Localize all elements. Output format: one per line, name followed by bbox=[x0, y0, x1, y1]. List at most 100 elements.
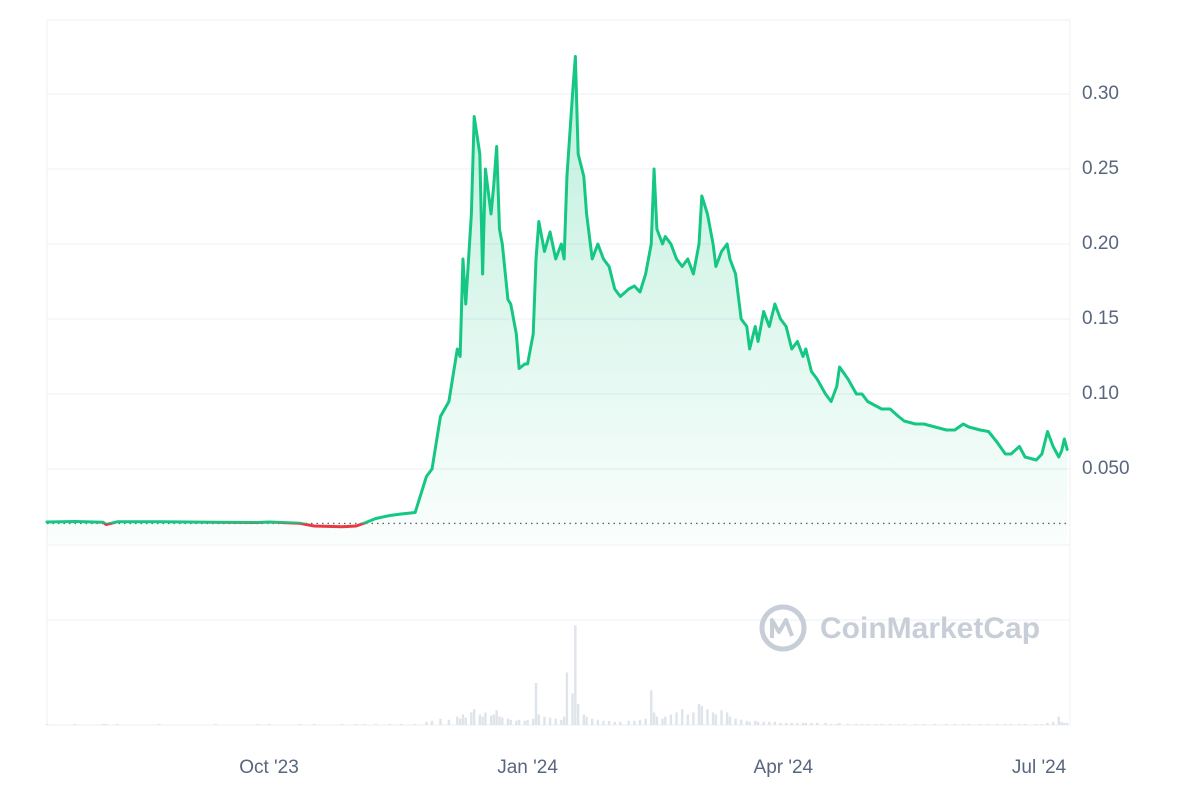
volume-bar bbox=[399, 723, 403, 725]
volume-bar bbox=[801, 722, 805, 725]
volume-bar bbox=[484, 712, 487, 725]
y-tick-label: 0.050 bbox=[1082, 458, 1130, 479]
volume-bar bbox=[464, 717, 467, 725]
volume-bar bbox=[855, 723, 858, 725]
volume-bar bbox=[523, 720, 526, 725]
volume-bar bbox=[158, 723, 161, 725]
volume-bar bbox=[860, 723, 864, 725]
volume-bar bbox=[613, 721, 616, 725]
volume-bar bbox=[815, 722, 819, 725]
volume-bar bbox=[627, 720, 630, 725]
volume-bar bbox=[582, 714, 585, 725]
volume-bar bbox=[829, 723, 833, 725]
volume-bar bbox=[548, 717, 552, 725]
volume-bar bbox=[413, 723, 417, 725]
volume-bar bbox=[779, 722, 782, 725]
volume-bar bbox=[554, 718, 557, 725]
volume-bar bbox=[706, 709, 709, 725]
volume-bar bbox=[515, 720, 518, 725]
volume-bar bbox=[995, 723, 999, 725]
volume-bar bbox=[104, 723, 108, 725]
volume-bar bbox=[796, 722, 799, 725]
volume-bar bbox=[214, 723, 217, 725]
volume-bar bbox=[498, 716, 501, 725]
y-tick-label: 0.15 bbox=[1082, 308, 1119, 329]
volume-bar bbox=[1046, 722, 1049, 725]
volume-bar bbox=[790, 722, 793, 725]
volume-bar bbox=[902, 723, 906, 725]
price-area bbox=[47, 56, 1068, 544]
volume-bar bbox=[481, 716, 484, 725]
volume-bar bbox=[664, 716, 667, 725]
volume-bar bbox=[1004, 723, 1007, 725]
volume-bar bbox=[506, 718, 510, 725]
volume-bar bbox=[501, 717, 504, 725]
volume-bar bbox=[298, 723, 302, 725]
volume-bar bbox=[762, 721, 765, 725]
volume-bar bbox=[456, 716, 459, 725]
volume-bar bbox=[439, 718, 442, 725]
volume-bar bbox=[1063, 722, 1066, 725]
volume-bar bbox=[652, 712, 656, 725]
watermark-text: CoinMarketCap bbox=[820, 612, 1040, 645]
volume-bar bbox=[537, 714, 541, 725]
volume-bar bbox=[734, 718, 737, 725]
volume-bar bbox=[897, 723, 900, 725]
volume-bar bbox=[312, 723, 316, 725]
volume-bar bbox=[571, 693, 574, 725]
volume-bar bbox=[692, 712, 695, 725]
volume-bar bbox=[574, 625, 577, 725]
volume-bar bbox=[430, 720, 434, 725]
volume-bar bbox=[1009, 723, 1013, 725]
volume-bar bbox=[596, 719, 600, 725]
volume-bar bbox=[686, 714, 689, 725]
volume-bar bbox=[784, 722, 788, 725]
volume-bar bbox=[810, 722, 813, 725]
volume-bar bbox=[1035, 723, 1038, 725]
volume-bar bbox=[354, 723, 358, 725]
watermark: CoinMarketCap bbox=[759, 604, 1040, 652]
volume-bar bbox=[725, 712, 729, 725]
volume-bar bbox=[644, 718, 647, 725]
volume-bar bbox=[838, 722, 841, 725]
volume-bar bbox=[388, 723, 392, 725]
volume-bar bbox=[256, 723, 259, 725]
volume-bar bbox=[543, 716, 546, 725]
volume-bar bbox=[492, 714, 496, 725]
volume-bar bbox=[45, 723, 49, 725]
volume-bar bbox=[669, 714, 673, 725]
volume-bar bbox=[489, 715, 493, 725]
volume-bar bbox=[661, 718, 664, 725]
watermark-logo bbox=[759, 604, 807, 652]
volume-bar bbox=[470, 712, 473, 725]
x-tick-label: Apr '24 bbox=[754, 757, 814, 778]
x-tick-label: Jul '24 bbox=[1012, 757, 1067, 778]
volume-bar bbox=[517, 719, 521, 725]
volume-bar bbox=[340, 723, 344, 725]
volume-bar bbox=[655, 716, 659, 725]
volume-bar bbox=[824, 722, 827, 725]
volume-bar bbox=[267, 723, 271, 725]
volume-bar bbox=[720, 710, 723, 725]
volume-bar bbox=[680, 709, 684, 725]
volume-bar bbox=[478, 714, 482, 725]
volume-bar bbox=[945, 723, 948, 725]
volume-bar bbox=[458, 718, 462, 725]
volume-bar bbox=[374, 723, 378, 725]
volume-bar bbox=[1051, 721, 1055, 725]
x-tick-label: Oct '23 bbox=[239, 757, 299, 778]
volume-bar bbox=[866, 723, 869, 725]
volume-bar bbox=[846, 723, 850, 725]
volume-bar bbox=[591, 718, 594, 725]
volume-bar bbox=[1023, 723, 1027, 725]
volume-bar bbox=[461, 714, 465, 725]
volume-bar bbox=[728, 716, 732, 725]
volume-bar bbox=[1057, 716, 1060, 725]
volume-bar bbox=[562, 716, 566, 725]
volume-bar bbox=[526, 719, 529, 725]
volume-bar bbox=[532, 718, 535, 725]
volume-bar bbox=[576, 704, 580, 725]
volume-bar bbox=[880, 723, 883, 725]
watermark-logo-mark bbox=[770, 618, 794, 638]
volume-bar bbox=[748, 721, 751, 725]
